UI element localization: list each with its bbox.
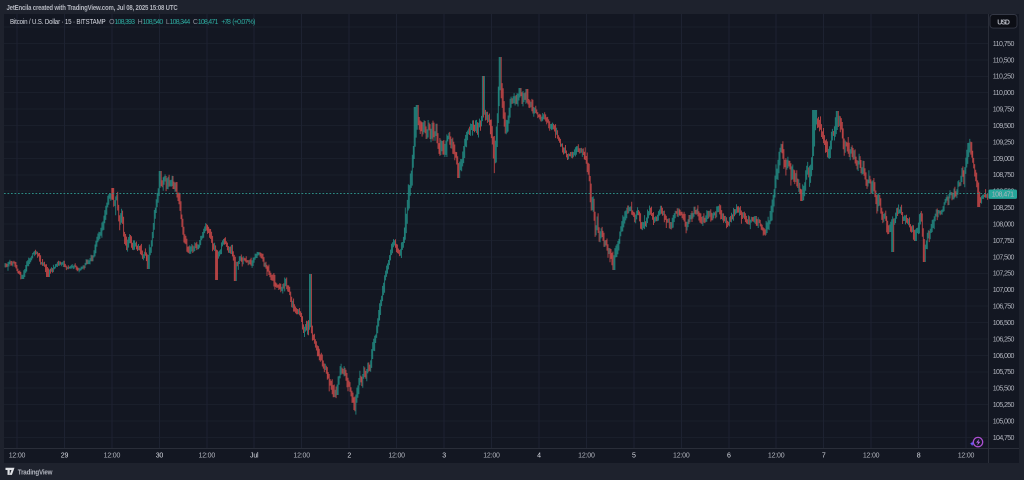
svg-text:12:00: 12:00 (293, 453, 310, 460)
svg-text:106,500: 106,500 (993, 320, 1015, 327)
svg-text:110,000: 110,000 (993, 90, 1015, 97)
svg-text:30: 30 (156, 453, 164, 460)
svg-text:12:00: 12:00 (199, 453, 216, 460)
svg-text:105,250: 105,250 (993, 402, 1015, 409)
svg-text:107,250: 107,250 (993, 271, 1015, 278)
svg-text:108,471: 108,471 (992, 192, 1014, 199)
svg-text:109,000: 109,000 (993, 156, 1015, 163)
svg-text:12:00: 12:00 (104, 453, 121, 460)
svg-text:104,750: 104,750 (993, 435, 1015, 442)
svg-text:108,250: 108,250 (993, 205, 1015, 212)
svg-text:6: 6 (727, 453, 731, 460)
svg-text:109,250: 109,250 (993, 139, 1015, 146)
svg-text:108,000: 108,000 (993, 222, 1015, 229)
svg-text:12:00: 12:00 (863, 453, 880, 460)
svg-text:110,250: 110,250 (993, 74, 1015, 81)
svg-text:12:00: 12:00 (388, 453, 405, 460)
svg-text:110,500: 110,500 (993, 57, 1015, 64)
svg-text:106,000: 106,000 (993, 353, 1015, 360)
svg-text:12:00: 12:00 (578, 453, 595, 460)
svg-text:109,750: 109,750 (993, 107, 1015, 114)
svg-text:USD: USD (997, 19, 1010, 26)
svg-text:8: 8 (917, 453, 921, 460)
svg-text:12:00: 12:00 (958, 453, 975, 460)
svg-text:Bitcoin / U.S. Dollar · 15 · B: Bitcoin / U.S. Dollar · 15 · BITSTAMP O10… (10, 19, 255, 26)
svg-text:110,750: 110,750 (993, 41, 1015, 48)
svg-text:12:00: 12:00 (673, 453, 690, 460)
svg-text:4: 4 (537, 453, 541, 460)
svg-text:108,750: 108,750 (993, 172, 1015, 179)
svg-text:106,250: 106,250 (993, 336, 1015, 343)
svg-text:7: 7 (822, 453, 826, 460)
svg-text:12:00: 12:00 (9, 453, 26, 460)
svg-text:107,500: 107,500 (993, 254, 1015, 261)
svg-text:105,000: 105,000 (993, 418, 1015, 425)
svg-text:12:00: 12:00 (768, 453, 785, 460)
svg-text:109,500: 109,500 (993, 123, 1015, 130)
svg-text:29: 29 (61, 453, 69, 460)
svg-text:107,000: 107,000 (993, 287, 1015, 294)
svg-text:105,500: 105,500 (993, 386, 1015, 393)
svg-text:12:00: 12:00 (483, 453, 500, 460)
svg-text:105,750: 105,750 (993, 369, 1015, 376)
svg-text:5: 5 (632, 453, 636, 460)
svg-text:Jul: Jul (250, 453, 259, 460)
svg-text:3: 3 (442, 453, 446, 460)
svg-text:TradingView: TradingView (18, 470, 53, 477)
svg-text:2: 2 (347, 453, 351, 460)
svg-text:106,750: 106,750 (993, 304, 1015, 311)
svg-text:107,750: 107,750 (993, 238, 1015, 245)
svg-text:JetEncila created with Trading: JetEncila created with TradingView.com, … (7, 5, 178, 12)
